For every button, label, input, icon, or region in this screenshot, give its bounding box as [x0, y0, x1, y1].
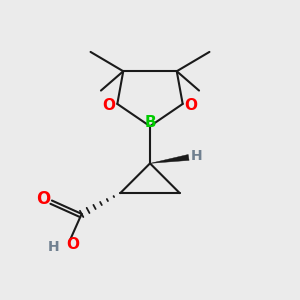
Text: O: O	[184, 98, 197, 113]
Text: O: O	[66, 237, 79, 252]
Text: H: H	[191, 149, 203, 163]
Text: O: O	[103, 98, 116, 113]
Text: H: H	[48, 240, 59, 254]
Text: O: O	[36, 190, 50, 208]
Polygon shape	[150, 154, 189, 164]
Text: B: B	[144, 115, 156, 130]
